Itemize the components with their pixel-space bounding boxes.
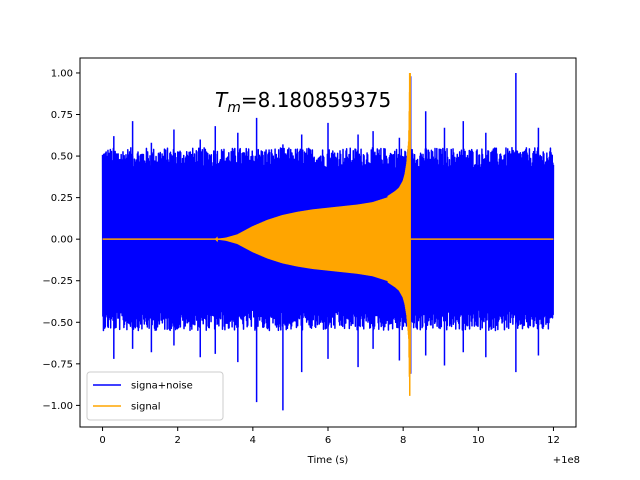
y-tick-label: −0.50 — [42, 318, 73, 329]
x-tick-label: 10 — [472, 435, 485, 446]
y-tick-label: 0.75 — [51, 110, 73, 121]
legend-label-signal: signal — [131, 402, 161, 413]
y-tick-label: −1.00 — [42, 401, 73, 412]
tm-annotation: Tm=8.180859375 — [215, 88, 391, 116]
legend-label-signal-noise: signa+noise — [131, 381, 193, 392]
annotation-subscript: m — [227, 100, 241, 116]
x-tick-label: 2 — [175, 435, 181, 446]
x-axis-offset-label: +1e8 — [553, 455, 580, 466]
x-axis: 0 2 4 6 8 10 12 — [99, 427, 560, 446]
y-tick-label: 1.00 — [51, 68, 73, 79]
y-tick-label: 0.50 — [51, 152, 73, 163]
y-tick-label: 0.00 — [51, 235, 73, 246]
y-axis: −1.00 −0.75 −0.50 −0.25 0.00 0.25 0.50 0.75 1.00 — [42, 68, 80, 412]
signal-series-line — [215, 72, 411, 396]
y-tick-label: −0.75 — [42, 359, 73, 370]
x-tick-label: 4 — [250, 435, 256, 446]
x-tick-label: 0 — [99, 435, 105, 446]
signal-series-layer — [102, 72, 554, 396]
y-tick-label: 0.25 — [51, 193, 73, 204]
x-tick-label: 12 — [547, 435, 560, 446]
legend: signa+noise signal — [86, 371, 224, 421]
legend-box — [86, 371, 224, 421]
y-tick-label: −0.25 — [42, 276, 73, 287]
x-tick-label: 8 — [400, 435, 406, 446]
annotation-value: =8.180859375 — [241, 88, 391, 112]
x-axis-label: Time (s) — [307, 455, 349, 466]
annotation-symbol: T — [215, 88, 229, 112]
x-tick-label: 6 — [325, 435, 331, 446]
